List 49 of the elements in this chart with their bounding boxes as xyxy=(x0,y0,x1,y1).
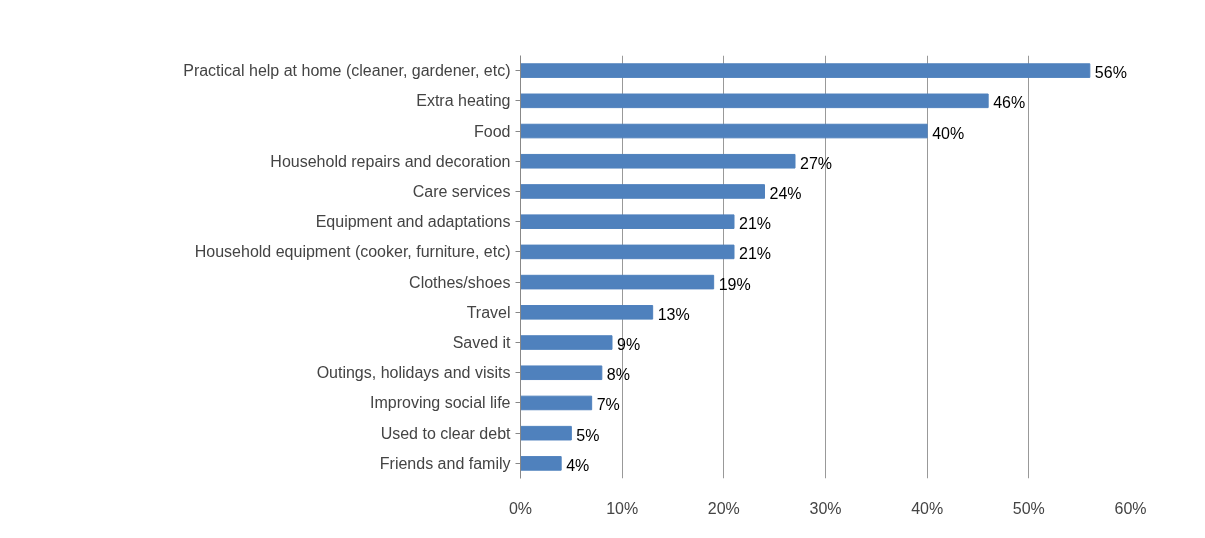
data-label: 56% xyxy=(1094,64,1127,82)
bar xyxy=(520,274,715,290)
bar xyxy=(520,335,613,350)
y-tick-label: Extra heating xyxy=(416,92,511,110)
y-tick-label: Practical help at home (cleaner, gardener, etc) xyxy=(183,62,511,80)
y-tick-label: Used to clear debt xyxy=(380,424,512,442)
bar xyxy=(520,425,572,441)
bar xyxy=(520,184,765,199)
bar xyxy=(520,305,654,320)
data-label: 21% xyxy=(739,245,772,263)
y-tick-label: Food xyxy=(474,122,511,140)
data-label: 27% xyxy=(800,154,833,172)
bar xyxy=(520,456,562,471)
data-label: 13% xyxy=(657,305,690,323)
y-tick-label: Outings, holidays and visits xyxy=(316,364,511,382)
bar xyxy=(520,93,989,109)
data-label: 21% xyxy=(739,215,772,233)
y-tick-label: Care services xyxy=(412,182,511,200)
y-tick-label: Travel xyxy=(466,303,511,321)
x-tick-label: 20% xyxy=(707,499,740,517)
y-tick-label: Saved it xyxy=(452,334,512,352)
x-tick-label: 40% xyxy=(911,499,944,517)
data-label: 8% xyxy=(606,366,630,384)
data-label: 19% xyxy=(718,275,751,293)
data-label: 7% xyxy=(596,396,620,414)
y-tick-label: Clothes/shoes xyxy=(409,273,511,291)
x-tick-label: 60% xyxy=(1114,499,1147,517)
bar xyxy=(520,63,1091,78)
bar xyxy=(520,123,928,139)
data-label: 9% xyxy=(617,336,641,354)
y-tick-label: Friends and family xyxy=(379,454,511,472)
y-tick-label: Improving social life xyxy=(370,394,511,412)
bar xyxy=(520,153,796,169)
x-tick-label: 50% xyxy=(1012,499,1045,517)
bar xyxy=(520,365,603,381)
data-label: 40% xyxy=(932,124,965,142)
y-tick-label: Equipment and adaptations xyxy=(315,213,511,231)
data-label: 24% xyxy=(769,184,802,202)
y-tick-label: Household repairs and decoration xyxy=(270,152,511,170)
bar xyxy=(520,244,735,260)
bar xyxy=(520,395,593,411)
x-tick-label: 10% xyxy=(606,499,639,517)
bar xyxy=(520,214,735,229)
data-label: 4% xyxy=(566,456,590,474)
data-label: 46% xyxy=(993,94,1026,112)
y-tick-label: Household equipment (cooker, furniture, etc) xyxy=(194,243,511,261)
data-label: 5% xyxy=(576,426,600,444)
x-tick-label: 30% xyxy=(809,499,842,517)
x-tick-label: 0% xyxy=(508,499,533,517)
